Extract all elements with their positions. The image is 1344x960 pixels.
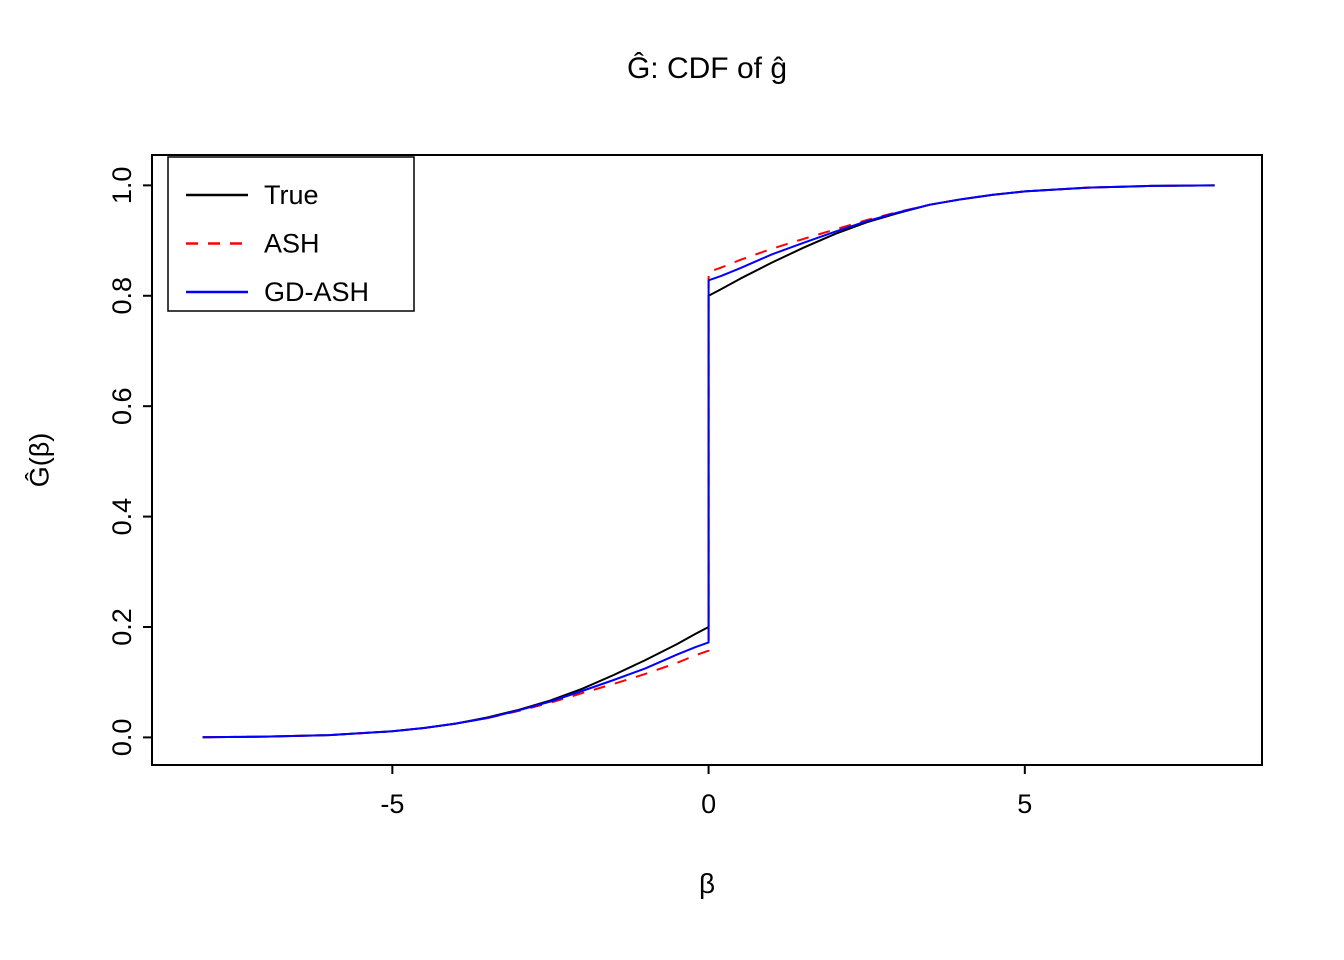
chart-title: Ĝ: CDF of ĝ [626,52,788,85]
x-axis-label: β [698,868,716,899]
y-tick-label: 0.8 [107,277,137,315]
x-tick-label: 0 [701,789,716,819]
y-tick-label: 0.0 [107,719,137,757]
x-tick-label: -5 [380,789,404,819]
y-tick-label: 1.0 [107,167,137,205]
legend-label-gd-ash: GD-ASH [264,277,369,307]
y-tick-label: 0.4 [107,498,137,536]
legend-label-true: True [264,180,319,210]
x-tick-label: 5 [1017,789,1032,819]
legend-box [167,156,415,312]
plot-border [151,154,1263,766]
y-tick-label: 0.6 [107,387,137,425]
y-tick-label: 0.2 [107,608,137,646]
legend-label-ash: ASH [264,229,320,259]
series-line-gd-ash [202,184,1215,739]
